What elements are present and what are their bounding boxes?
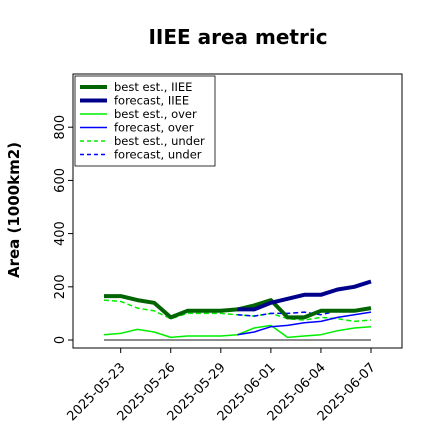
y-tick-label: 800 [53,115,68,140]
series-line-forecast-iiee [237,279,372,312]
y-tick-label: 0 [53,336,68,344]
legend-label: forecast, under [114,148,202,162]
x-ticks: 2025-05-232025-05-262025-05-292025-06-01… [64,348,379,424]
series-line-best-est-over [103,324,372,339]
series-line-forecast-over [237,311,372,336]
series-layer [103,279,372,341]
y-tick-label: 400 [53,221,68,246]
legend-label: best est., IIEE [114,80,192,94]
legend-box [74,75,216,167]
legend-label: best est., over [114,107,197,121]
plot-frame [72,73,403,349]
legend-label: best est., under [114,134,205,148]
y-ticks: 0 200 400 600 800 [53,115,73,344]
y-axis-label: Area (1000km2) [5,142,23,278]
chart-title: IIEE area metric [148,25,327,49]
y-tick-label: 200 [53,274,68,299]
legend-label: forecast, over [114,121,194,135]
legend-label: forecast, IIEE [114,94,189,108]
y-tick-label: 600 [53,168,68,193]
